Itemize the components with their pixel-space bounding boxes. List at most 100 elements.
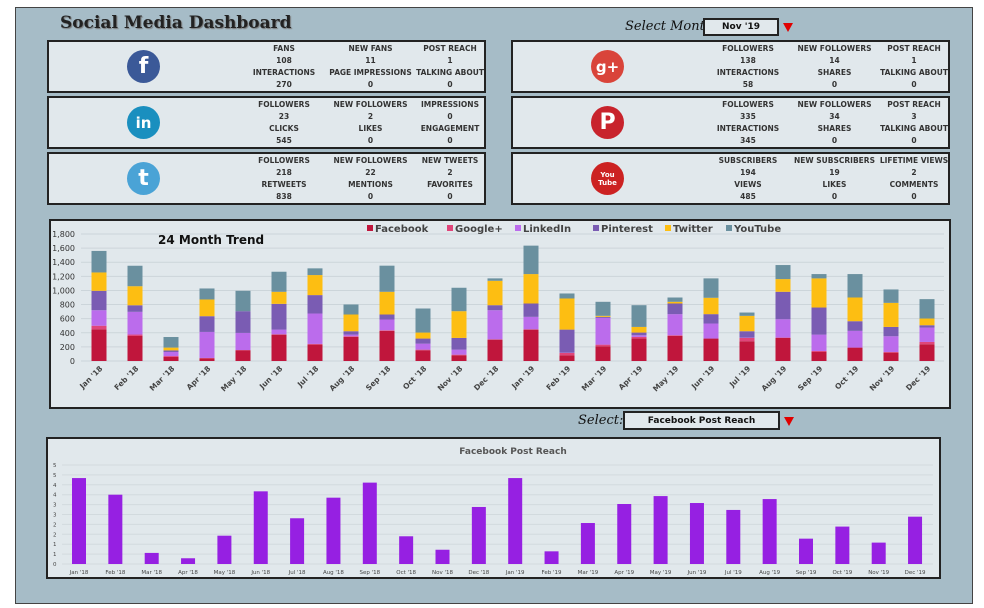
- bar-segment-pinterest: [487, 305, 503, 311]
- bar-segment-youtube: [667, 297, 683, 302]
- stat-value: 838: [276, 192, 292, 202]
- bar-segment-pinterest: [775, 291, 791, 320]
- y-tick-label: 1,200: [52, 272, 75, 281]
- stat-label: INTERACTIONS: [716, 124, 780, 134]
- bar-segment-pinterest: [235, 311, 251, 333]
- bar: [108, 494, 123, 564]
- stat-label: FOLLOWERS: [722, 43, 774, 53]
- bar-segment-pinterest: [163, 350, 179, 352]
- bar-segment-facebook: [487, 339, 503, 361]
- stat-label: NEW SUBSCRIBERS: [794, 155, 875, 165]
- chart-title: Facebook Post Reach: [459, 447, 566, 457]
- bar-segment-youtube: [163, 337, 179, 348]
- stat-value: 0: [911, 136, 917, 146]
- x-tick-label: Dec '18: [472, 364, 500, 392]
- y-tick-label: 1,800: [52, 230, 75, 239]
- bar: [326, 497, 341, 564]
- stat-value: 335: [740, 111, 756, 121]
- x-tick-label: Aug '19: [760, 364, 789, 393]
- bar-segment-pinterest: [127, 305, 143, 312]
- y-tick-label: 1: [53, 552, 57, 558]
- stat-label: NEW TWEETS: [421, 155, 479, 165]
- legend-pinterest: Pinterest: [601, 224, 653, 235]
- twitter-icon: t: [127, 162, 160, 195]
- legend-swatch: [726, 225, 732, 231]
- bar-segment-google-plus: [919, 341, 935, 345]
- stat-label: LIFETIME VIEWS: [879, 155, 949, 165]
- bar-segment-linkedin: [235, 332, 251, 350]
- x-tick-label: Jan '18: [69, 570, 89, 576]
- bar-segment-youtube: [415, 308, 431, 333]
- bar-segment-pinterest: [271, 303, 287, 330]
- stat-value: 14: [829, 55, 840, 65]
- bar-segment-facebook: [919, 344, 935, 361]
- y-tick-label: 0: [70, 357, 75, 366]
- month-select[interactable]: Nov '19: [703, 18, 779, 36]
- stat-value: 0: [447, 80, 453, 90]
- bar: [362, 482, 377, 564]
- chart-title: 24 Month Trend: [158, 233, 264, 247]
- y-tick-label: 1: [53, 542, 57, 548]
- legend-swatch: [447, 225, 453, 231]
- bar-segment-twitter: [919, 318, 935, 326]
- x-tick-label: Mar '19: [578, 570, 599, 576]
- x-tick-label: Dec '19: [905, 570, 926, 576]
- x-tick-label: Apr '18: [178, 570, 198, 576]
- stat-value: 22: [365, 167, 376, 177]
- stat-label: POST REACH: [887, 99, 941, 109]
- y-tick-label: 0: [53, 562, 57, 568]
- stat-value: 34: [829, 111, 840, 121]
- facebook-icon: f: [127, 50, 160, 83]
- legend-swatch: [593, 225, 599, 231]
- month-dropdown-arrow-icon[interactable]: [783, 23, 793, 32]
- bar-segment-twitter: [487, 280, 503, 306]
- bar-segment-google-plus: [811, 350, 827, 352]
- x-tick-label: Jun '18: [250, 570, 270, 576]
- x-tick-label: Dec '19: [904, 364, 932, 392]
- y-tick-label: 1,400: [52, 258, 75, 267]
- x-tick-label: Sep '18: [364, 364, 392, 392]
- x-tick-label: Oct '18: [396, 570, 416, 576]
- metric-dropdown-arrow-icon[interactable]: [784, 417, 794, 426]
- bar-segment-google-plus: [307, 343, 323, 345]
- stats-grid: FOLLOWERS NEW FOLLOWERS NEW TWEETS 218 22 2 RE…: [241, 154, 486, 203]
- stat-label: VIEWS: [734, 180, 762, 190]
- x-tick-label: Oct '19: [832, 570, 852, 576]
- bar-segment-facebook: [847, 347, 863, 361]
- bar-segment-linkedin: [307, 313, 323, 344]
- stats-grid: FANS NEW FANS POST REACH 108 11 1 INTERACTIONS…: [241, 42, 486, 91]
- bar-segment-google-plus: [343, 336, 359, 337]
- stats-grid: SUBSCRIBERS NEW SUBSCRIBERS LIFETIME VIEWS…: [705, 154, 950, 203]
- bar-segment-linkedin: [91, 310, 107, 326]
- stat-label: COMMENTS: [889, 180, 939, 190]
- x-tick-label: Feb '19: [544, 364, 572, 392]
- bar-segment-google-plus: [739, 337, 755, 342]
- stat-value: 0: [447, 136, 453, 146]
- x-tick-label: May '18: [219, 364, 248, 393]
- bar-segment-facebook: [271, 334, 287, 361]
- stat-value: 0: [831, 192, 838, 202]
- bar-segment-linkedin: [343, 334, 359, 337]
- stat-value: 0: [831, 80, 838, 90]
- bar-segment-twitter: [415, 332, 431, 339]
- bar: [689, 503, 704, 564]
- x-tick-label: Jul '18: [288, 570, 306, 576]
- bar-segment-youtube: [307, 268, 323, 276]
- bar-segment-linkedin: [919, 327, 935, 342]
- stat-label: NEW FOLLOWERS: [797, 99, 872, 109]
- bar-segment-linkedin: [379, 319, 395, 331]
- page-title: Social Media Dashboard: [60, 13, 292, 33]
- legend-swatch: [515, 225, 521, 231]
- x-tick-label: Dec '18: [468, 570, 489, 576]
- bar: [253, 491, 268, 564]
- bar-segment-google-plus: [91, 325, 107, 330]
- stat-label: NEW FOLLOWERS: [797, 43, 872, 53]
- metric-select[interactable]: Facebook Post Reach: [623, 411, 780, 430]
- stat-value: 0: [367, 80, 374, 90]
- bar: [580, 523, 595, 564]
- bar-segment-youtube: [739, 312, 755, 316]
- x-tick-label: Jan '18: [77, 364, 104, 391]
- bar-segment-facebook: [883, 352, 899, 361]
- stat-label: NEW FANS: [348, 43, 393, 53]
- x-tick-label: May '19: [651, 364, 680, 393]
